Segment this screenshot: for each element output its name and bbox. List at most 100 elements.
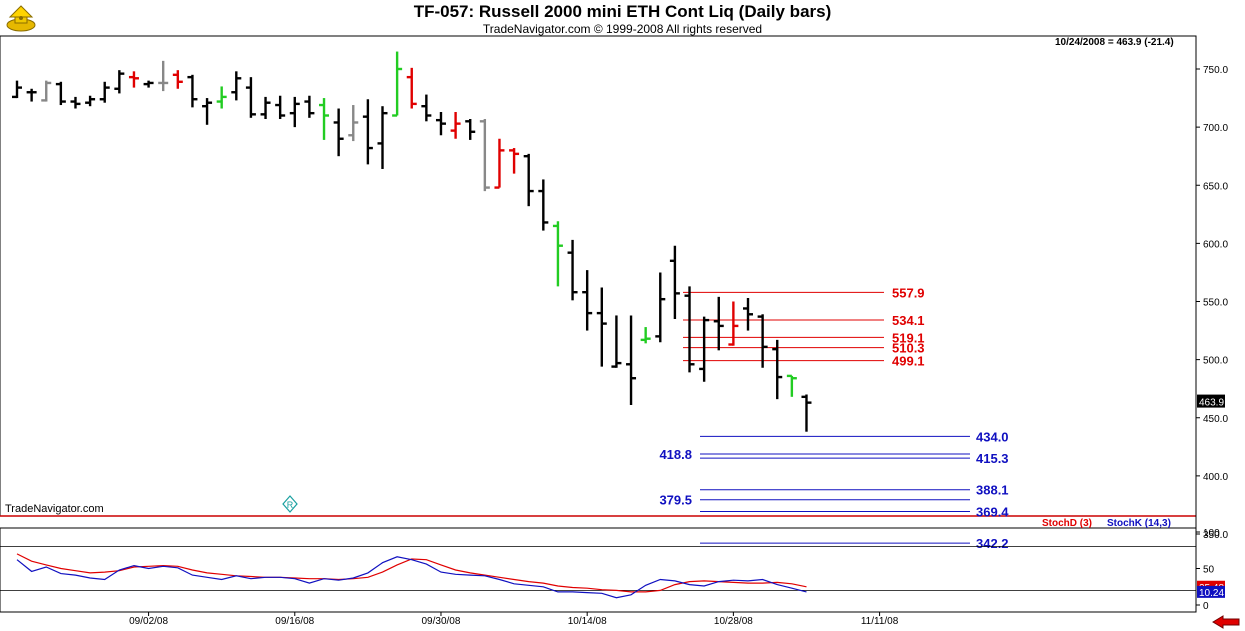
ohlc-bar <box>669 245 680 319</box>
ohlc-bar <box>523 153 534 207</box>
support-label: 388.1 <box>976 483 1009 498</box>
stochd-line <box>16 553 807 593</box>
x-tick-label: 10/14/08 <box>568 616 607 627</box>
ohlc-bar <box>611 315 622 368</box>
ohlc-bar <box>114 70 125 94</box>
ohlc-bar <box>538 179 549 231</box>
ohlc-bar <box>41 80 52 102</box>
x-tick-label: 09/02/08 <box>129 616 168 627</box>
y-tick-label: 550.0 <box>1203 298 1228 309</box>
support-label: 369.4 <box>976 504 1009 519</box>
ohlc-bar <box>596 287 607 367</box>
ohlc-bar <box>158 60 169 92</box>
last-price-info: 10/24/2008 = 463.9 (-21.4) <box>1055 37 1174 48</box>
stoch-y-tick-label: 100 <box>1203 528 1220 539</box>
y-tick-label: 650.0 <box>1203 181 1228 192</box>
stoch-panel-frame <box>0 527 1197 613</box>
y-tick-label: 500.0 <box>1203 356 1228 367</box>
support-label: 418.8 <box>659 447 692 462</box>
watermark-label: TradeNavigator.com <box>5 503 104 515</box>
ohlc-bar <box>377 106 388 169</box>
ohlc-bar <box>304 95 315 118</box>
stoch-last-box <box>1197 585 1225 598</box>
tradenavigator-logo-icon[interactable] <box>4 3 38 33</box>
ohlc-bar <box>319 98 330 140</box>
ohlc-bar <box>743 298 753 331</box>
ohlc-bar <box>70 96 81 109</box>
ohlc-bar <box>801 394 812 432</box>
ohlc-bar <box>465 118 476 140</box>
ohlc-bar <box>582 270 593 331</box>
diamond-r-icon[interactable]: R <box>282 495 298 513</box>
ohlc-bar <box>699 316 710 382</box>
support-label: 379.5 <box>659 493 692 508</box>
chart-title: TF-057: Russell 2000 mini ETH Cont Liq (… <box>413 2 832 21</box>
ohlc-bar <box>772 339 783 400</box>
ohlc-bar <box>172 70 183 89</box>
y-tick-label: 600.0 <box>1203 239 1228 250</box>
ohlc-bar <box>289 96 300 128</box>
ohlc-bar <box>187 74 198 108</box>
ohlc-bar <box>684 286 695 373</box>
resistance-label: 534.1 <box>892 313 925 328</box>
y-tick-label: 400.0 <box>1203 472 1228 483</box>
ohlc-bar <box>494 138 505 189</box>
price-panel-frame <box>0 35 1197 517</box>
ohlc-bar <box>55 81 66 106</box>
y-tick-label: 350.0 <box>1203 530 1228 541</box>
ohlc-bar <box>99 81 110 103</box>
ohlc-bar <box>757 314 768 368</box>
ohlc-bar <box>626 315 637 405</box>
ohlc-bar <box>275 95 286 119</box>
ohlc-bar <box>202 98 213 125</box>
support-label: 415.3 <box>976 451 1009 466</box>
y-tick-label: 700.0 <box>1203 123 1228 134</box>
ohlc-bar <box>786 374 797 397</box>
ohlc-bar <box>728 301 739 346</box>
ohlc-bar <box>216 86 227 109</box>
ohlc-bar <box>713 296 724 351</box>
legend-stochk: StochK (14,3) <box>1107 518 1171 529</box>
ohlc-bar <box>85 95 96 107</box>
resistance-label: 519.1 <box>892 330 925 345</box>
stoch-y-tick-label: 50 <box>1203 565 1215 576</box>
ohlc-bar <box>552 221 563 287</box>
stoch-y-tick-label: 0 <box>1203 601 1209 612</box>
ohlc-bar <box>435 112 446 136</box>
y-tick-label: 750.0 <box>1203 65 1228 76</box>
legend-stochd: StochD (3) <box>1042 518 1092 529</box>
x-tick-label: 09/30/08 <box>422 616 461 627</box>
ohlc-bar <box>348 105 359 142</box>
scroll-left-arrow-icon[interactable] <box>1211 615 1241 629</box>
chart-subtitle: TradeNavigator.com © 1999-2008 All right… <box>482 22 763 36</box>
ohlc-bar <box>231 71 242 101</box>
support-label: 434.0 <box>976 429 1009 444</box>
ohlc-bar <box>128 71 139 88</box>
x-tick-label: 10/28/08 <box>714 616 753 627</box>
ohlc-bar <box>509 148 520 174</box>
ohlc-bar <box>392 51 403 117</box>
ohlc-bar <box>450 112 461 139</box>
resistance-label: 510.3 <box>892 341 925 356</box>
ohlc-bar <box>26 88 37 102</box>
ohlc-bar <box>406 67 417 109</box>
resistance-label: 499.1 <box>892 354 925 369</box>
last-price-label: 463.9 <box>1199 398 1224 409</box>
ohlc-bar <box>12 80 22 99</box>
stoch-last-label: 10.24 <box>1199 588 1224 599</box>
ohlc-bar <box>655 272 666 343</box>
ohlc-bar <box>640 327 651 344</box>
ohlc-bar <box>143 80 154 88</box>
x-tick-label: 11/11/08 <box>861 616 899 627</box>
ohlc-bar <box>567 239 578 301</box>
support-label: 342.2 <box>976 536 1009 551</box>
ohlc-bar <box>362 99 373 165</box>
y-tick-label: 450.0 <box>1203 414 1228 425</box>
ohlc-bar <box>333 108 344 157</box>
last-price-box <box>1197 394 1225 408</box>
ohlc-bar <box>479 118 490 192</box>
x-tick-label: 09/16/08 <box>275 616 314 627</box>
ohlc-bar <box>421 94 432 122</box>
ohlc-bar <box>260 96 271 119</box>
